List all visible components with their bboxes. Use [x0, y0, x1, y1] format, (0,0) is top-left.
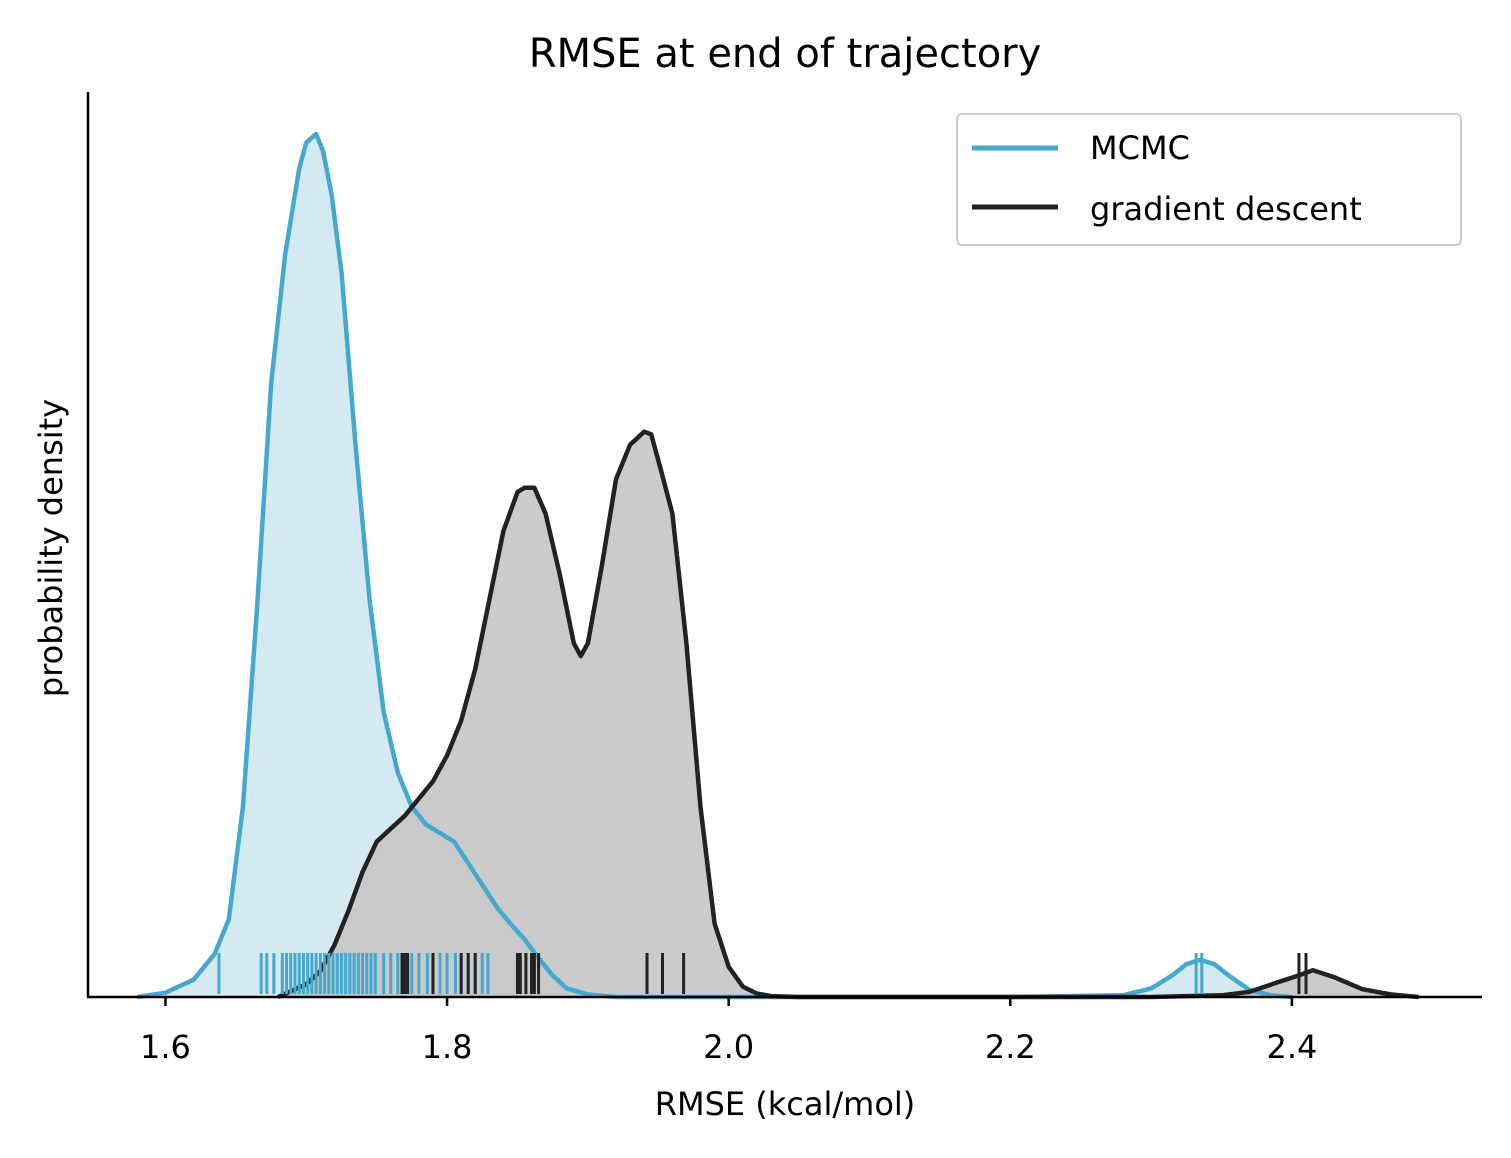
x-axis-ticks: 1.6 1.8 2.0 2.2 2.4: [140, 997, 1317, 1066]
y-axis-label: probability density: [32, 399, 70, 697]
x-axis-label: RMSE (kcal/mol): [655, 1085, 916, 1123]
density-area-gradient-descent: [278, 431, 1419, 997]
axes: [86, 92, 1482, 999]
chart-title: RMSE at end of trajectory: [529, 31, 1042, 77]
density-line-mcmc: [136, 131, 1293, 1000]
x-tick-label: 2.2: [985, 1028, 1036, 1066]
x-tick-label: 2.4: [1266, 1028, 1317, 1066]
x-tick-label: 1.8: [422, 1028, 473, 1066]
plot-area: [136, 131, 1419, 1000]
legend-label-gradient-descent: gradient descent: [1090, 190, 1362, 228]
density-area-mcmc: [137, 134, 1292, 997]
legend: MCMC gradient descent: [956, 113, 1462, 246]
legend-frame: [956, 113, 1462, 246]
x-tick-label: 2.0: [703, 1028, 754, 1066]
legend-label-mcmc: MCMC: [1090, 129, 1190, 167]
rug-marks: [217, 953, 1308, 994]
x-tick-label: 1.6: [140, 1028, 191, 1066]
